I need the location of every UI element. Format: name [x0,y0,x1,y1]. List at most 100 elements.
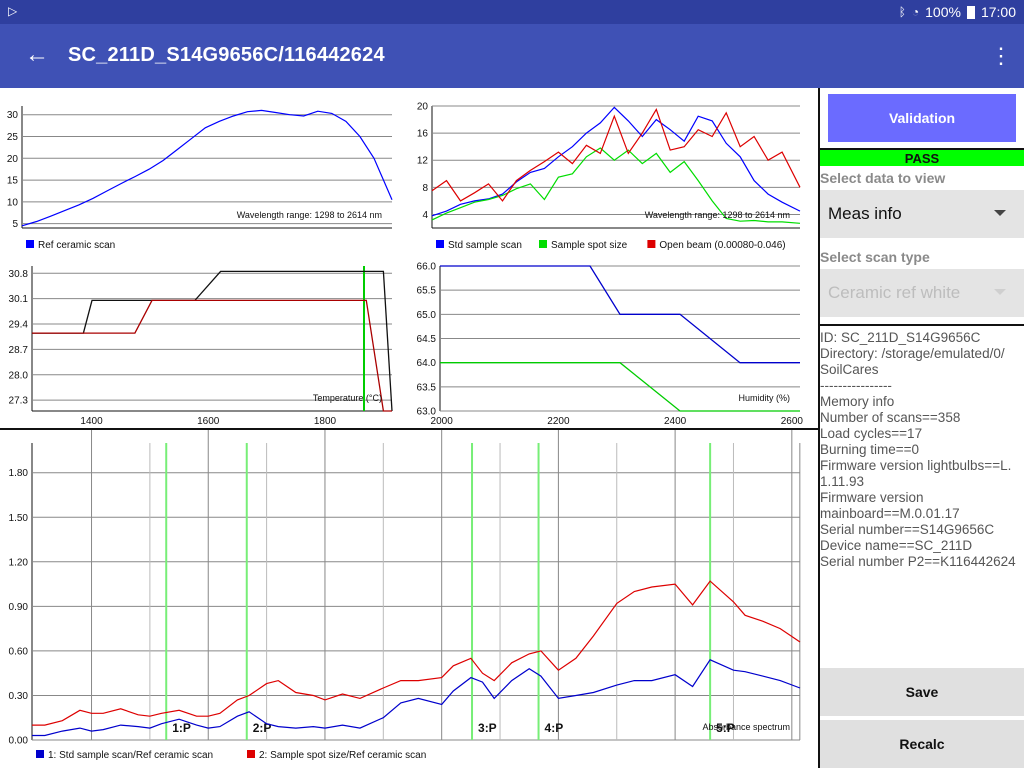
series-line [32,270,393,412]
y-tick-label: 1.20 [9,557,29,568]
y-tick-label: 10 [7,197,19,208]
chart-annotation: Wavelength range: 1298 to 2614 nm [237,210,382,220]
info-line: ---------------- [820,378,892,393]
peak-marker-label: 1:P [172,721,191,735]
app-bar: ← SC_211D_S14G9656C/116442624 ⋮ [0,24,1024,88]
chart-annotation: Wavelength range: 1298 to 2614 nm [645,210,790,220]
chart-humidity: 63.0 63.5 64.0 64.5 65.0 65.5 66.0 Humidity (%) [417,262,800,418]
info-line: Device name==SC_211D [820,538,973,553]
select-data-label: Select data to view [820,170,946,186]
series-line [32,580,801,726]
y-tick-label: 29.4 [9,320,29,331]
info-line: ID: SC_211D_S14G9656C [820,330,981,345]
x-tick-label: 2600 [781,416,804,427]
chart-annotation: Absorbance spectrum [702,722,790,732]
y-tick-label: 25 [7,132,19,143]
chart-axis-label: Humidity (%) [738,393,790,403]
page-title: SC_211D_S14G9656C/116442624 [68,44,385,66]
legend-label: 2: Sample spot size/Ref ceramic scan [259,750,426,761]
y-tick-label: 0.00 [9,736,29,747]
select-scan-dropdown[interactable]: Ceramic ref white [820,269,1024,317]
y-tick-label: 64.5 [417,334,437,345]
legend-swatch [247,750,255,758]
legend-label: Ref ceramic scan [38,240,115,251]
chart-ref-ceramic: 5 10 15 20 25 30 Wavelength range: 1298 to 261… [7,106,393,251]
chevron-down-icon [994,289,1006,295]
y-tick-label: 0.90 [9,602,29,613]
chart-temperature: 27.3 28.0 28.7 29.4 30.1 30.8 Temperature (°C) [9,266,393,412]
y-tick-label: 4 [422,210,428,221]
peak-marker-label: 5:P [716,721,735,735]
y-tick-label: 1.50 [9,513,29,524]
y-tick-label: 0.60 [9,646,29,657]
info-line: Firmware version lightbulbs==L. [820,458,1012,473]
legend-label: Sample spot size [551,240,628,251]
series-line [431,107,801,202]
battery-icon [966,5,975,19]
y-tick-label: 28.0 [9,370,29,381]
side-panel: Validation PASS Select data to view Meas… [820,88,1024,768]
y-tick-label: 63.0 [417,407,437,418]
clock: 17:00 [980,4,1016,20]
chart-axis-label: Temperature (°C) [313,393,382,403]
y-tick-label: 16 [417,129,429,140]
pass-status-badge: PASS [820,148,1024,166]
peak-marker-label: 4:P [545,721,564,735]
select-scan-label: Select scan type [820,249,930,265]
y-tick-label: 27.3 [9,396,29,407]
select-scan-value: Ceramic ref white [828,283,961,302]
meas-info-text: ID: SC_211D_S14G9656C Directory: /storage… [820,330,1024,570]
y-tick-label: 5 [12,219,18,230]
x-tick-label: 1800 [314,416,337,427]
info-line: 1.11.93 [820,474,865,489]
y-tick-label: 8 [422,183,428,194]
save-button[interactable]: Save [820,668,1024,716]
chart-absorbance: 0.00 0.30 0.60 0.90 1.20 1.50 1.80 1400 1600 1800… [9,416,804,761]
info-line: mainboard==M.0.01.17 [820,506,960,521]
x-tick-label: 2400 [664,416,687,427]
legend-swatch [26,240,34,248]
info-line: Serial number==S14G9656C [820,522,995,537]
y-tick-label: 20 [417,102,429,113]
series-line [440,362,800,412]
y-tick-label: 66.0 [417,262,437,273]
series-line [431,106,801,217]
y-tick-label: 64.0 [417,358,437,369]
y-tick-label: 1.80 [9,468,29,479]
info-line: Memory info [820,394,895,409]
x-tick-label: 1600 [197,416,220,427]
validation-button[interactable]: Validation [828,94,1016,142]
y-tick-label: 30 [7,110,19,121]
select-data-dropdown[interactable]: Meas info [820,190,1024,238]
info-line: Burning time==0 [820,442,920,457]
more-vertical-icon[interactable]: ⋮ [990,43,1012,68]
status-bar: ▷ ᛒ ◔ 100% 17:00 [0,0,1024,24]
y-tick-label: 63.5 [417,382,437,393]
info-divider [820,324,1024,326]
info-line: Firmware version [820,490,924,505]
x-tick-label: 2000 [431,416,454,427]
y-tick-label: 15 [7,176,19,187]
charts-svg: 5 10 15 20 25 30 Wavelength range: 1298 to 261… [0,102,818,761]
battery-text: 100% [925,4,961,20]
chart-sample-scans: 4 8 12 16 20 Wavelength range: 1298 to 2614 n… [417,102,801,251]
y-tick-label: 20 [7,154,19,165]
wifi-icon: ◔ [911,5,920,19]
series-line [32,299,392,412]
legend-label: Std sample scan [448,240,522,251]
y-tick-label: 28.7 [9,345,29,356]
y-tick-label: 65.5 [417,286,437,297]
info-line: Serial number P2==K116442624 [820,554,1016,569]
info-line: Number of scans==358 [820,410,961,425]
button-separator [820,716,1024,718]
y-tick-label: 30.1 [9,294,29,305]
arrow-left-icon[interactable]: ← [25,41,49,68]
legend-swatch [436,240,444,248]
select-data-value: Meas info [828,204,902,223]
series-line [431,147,801,224]
peak-marker-label: 2:P [253,721,272,735]
recalc-button[interactable]: Recalc [820,720,1024,768]
x-tick-label: 1400 [80,416,103,427]
legend-swatch [36,750,44,758]
legend-label: 1: Std sample scan/Ref ceramic scan [48,750,213,761]
